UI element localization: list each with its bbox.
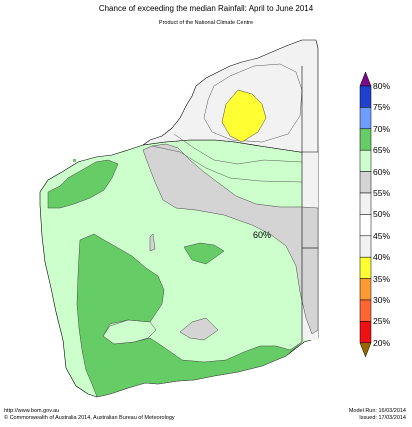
legend-swatch <box>359 235 372 258</box>
footer-credits: http://www.bom.gov.au © Commonwealth of … <box>4 408 175 422</box>
contour-line <box>151 145 303 183</box>
legend-label: 75% <box>373 102 391 113</box>
footer-model-run: Model Run: 16/03/2014 <box>348 408 406 414</box>
legend-label: 40% <box>373 252 391 263</box>
map-region-55-60 <box>142 143 319 335</box>
legend-swatch <box>359 128 372 151</box>
map-value-label: 60% <box>253 230 272 240</box>
legend-label: 30% <box>373 295 391 305</box>
legend-label: 50% <box>373 209 391 220</box>
legend-arrow-top <box>359 71 372 87</box>
rainfall-probability-map <box>39 39 319 398</box>
legend-label: 20% <box>373 337 391 348</box>
legend-label: 80% <box>373 81 391 91</box>
legend-swatch <box>359 192 372 215</box>
legend-label: 35% <box>373 273 391 284</box>
legend-swatch <box>359 214 372 237</box>
legend-swatch <box>359 107 372 130</box>
legend-swatch <box>359 256 372 279</box>
map-region-65-70-nw <box>47 159 119 209</box>
footer-dates: Model Run: 16/03/2014 Issued: 17/03/2014 <box>349 408 406 422</box>
color-legend: 80% 75% 70% 65% 60% 55% 50% 45% 40% 35% 30% 25% 20% <box>352 70 412 360</box>
legend-label: 65% <box>373 145 391 156</box>
legend-label: 60% <box>373 166 391 177</box>
island-marker <box>73 159 76 162</box>
legend-label: 55% <box>373 188 391 198</box>
map-region-kimberley <box>142 39 319 153</box>
legend-swatch <box>359 149 372 172</box>
legend-swatch <box>359 85 372 108</box>
legend-arrow-bottom <box>359 342 372 358</box>
map-region-60-65-inner <box>102 319 157 345</box>
legend-label: 25% <box>373 316 391 327</box>
legend-label: 70% <box>373 123 391 134</box>
legend-swatch <box>359 171 372 194</box>
map-region-55-60-lake <box>149 233 156 252</box>
map-subtitle: Product of the National Climate Centre <box>158 20 254 26</box>
map-region-55-60-central <box>179 317 219 341</box>
map-region-65-70-sw <box>76 233 303 398</box>
legend-swatch <box>359 321 372 344</box>
footer-url: http://www.bom.gov.au <box>4 408 60 414</box>
contour-line <box>203 63 303 143</box>
legend-colorbar <box>359 71 372 358</box>
legend-label: 45% <box>373 230 391 241</box>
footer-copyright: © Commonwealth of Australia 2014, Austra… <box>4 415 175 421</box>
map-title: Chance of exceeding the median Rainfall:… <box>98 4 314 13</box>
map-region-35-40 <box>221 89 267 143</box>
contour-line <box>173 133 303 165</box>
legend-swatch <box>359 299 372 322</box>
map-region-65-70-central <box>183 242 225 265</box>
legend-swatch <box>359 278 372 301</box>
footer-issued: Issued: 17/03/2014 <box>359 415 406 421</box>
